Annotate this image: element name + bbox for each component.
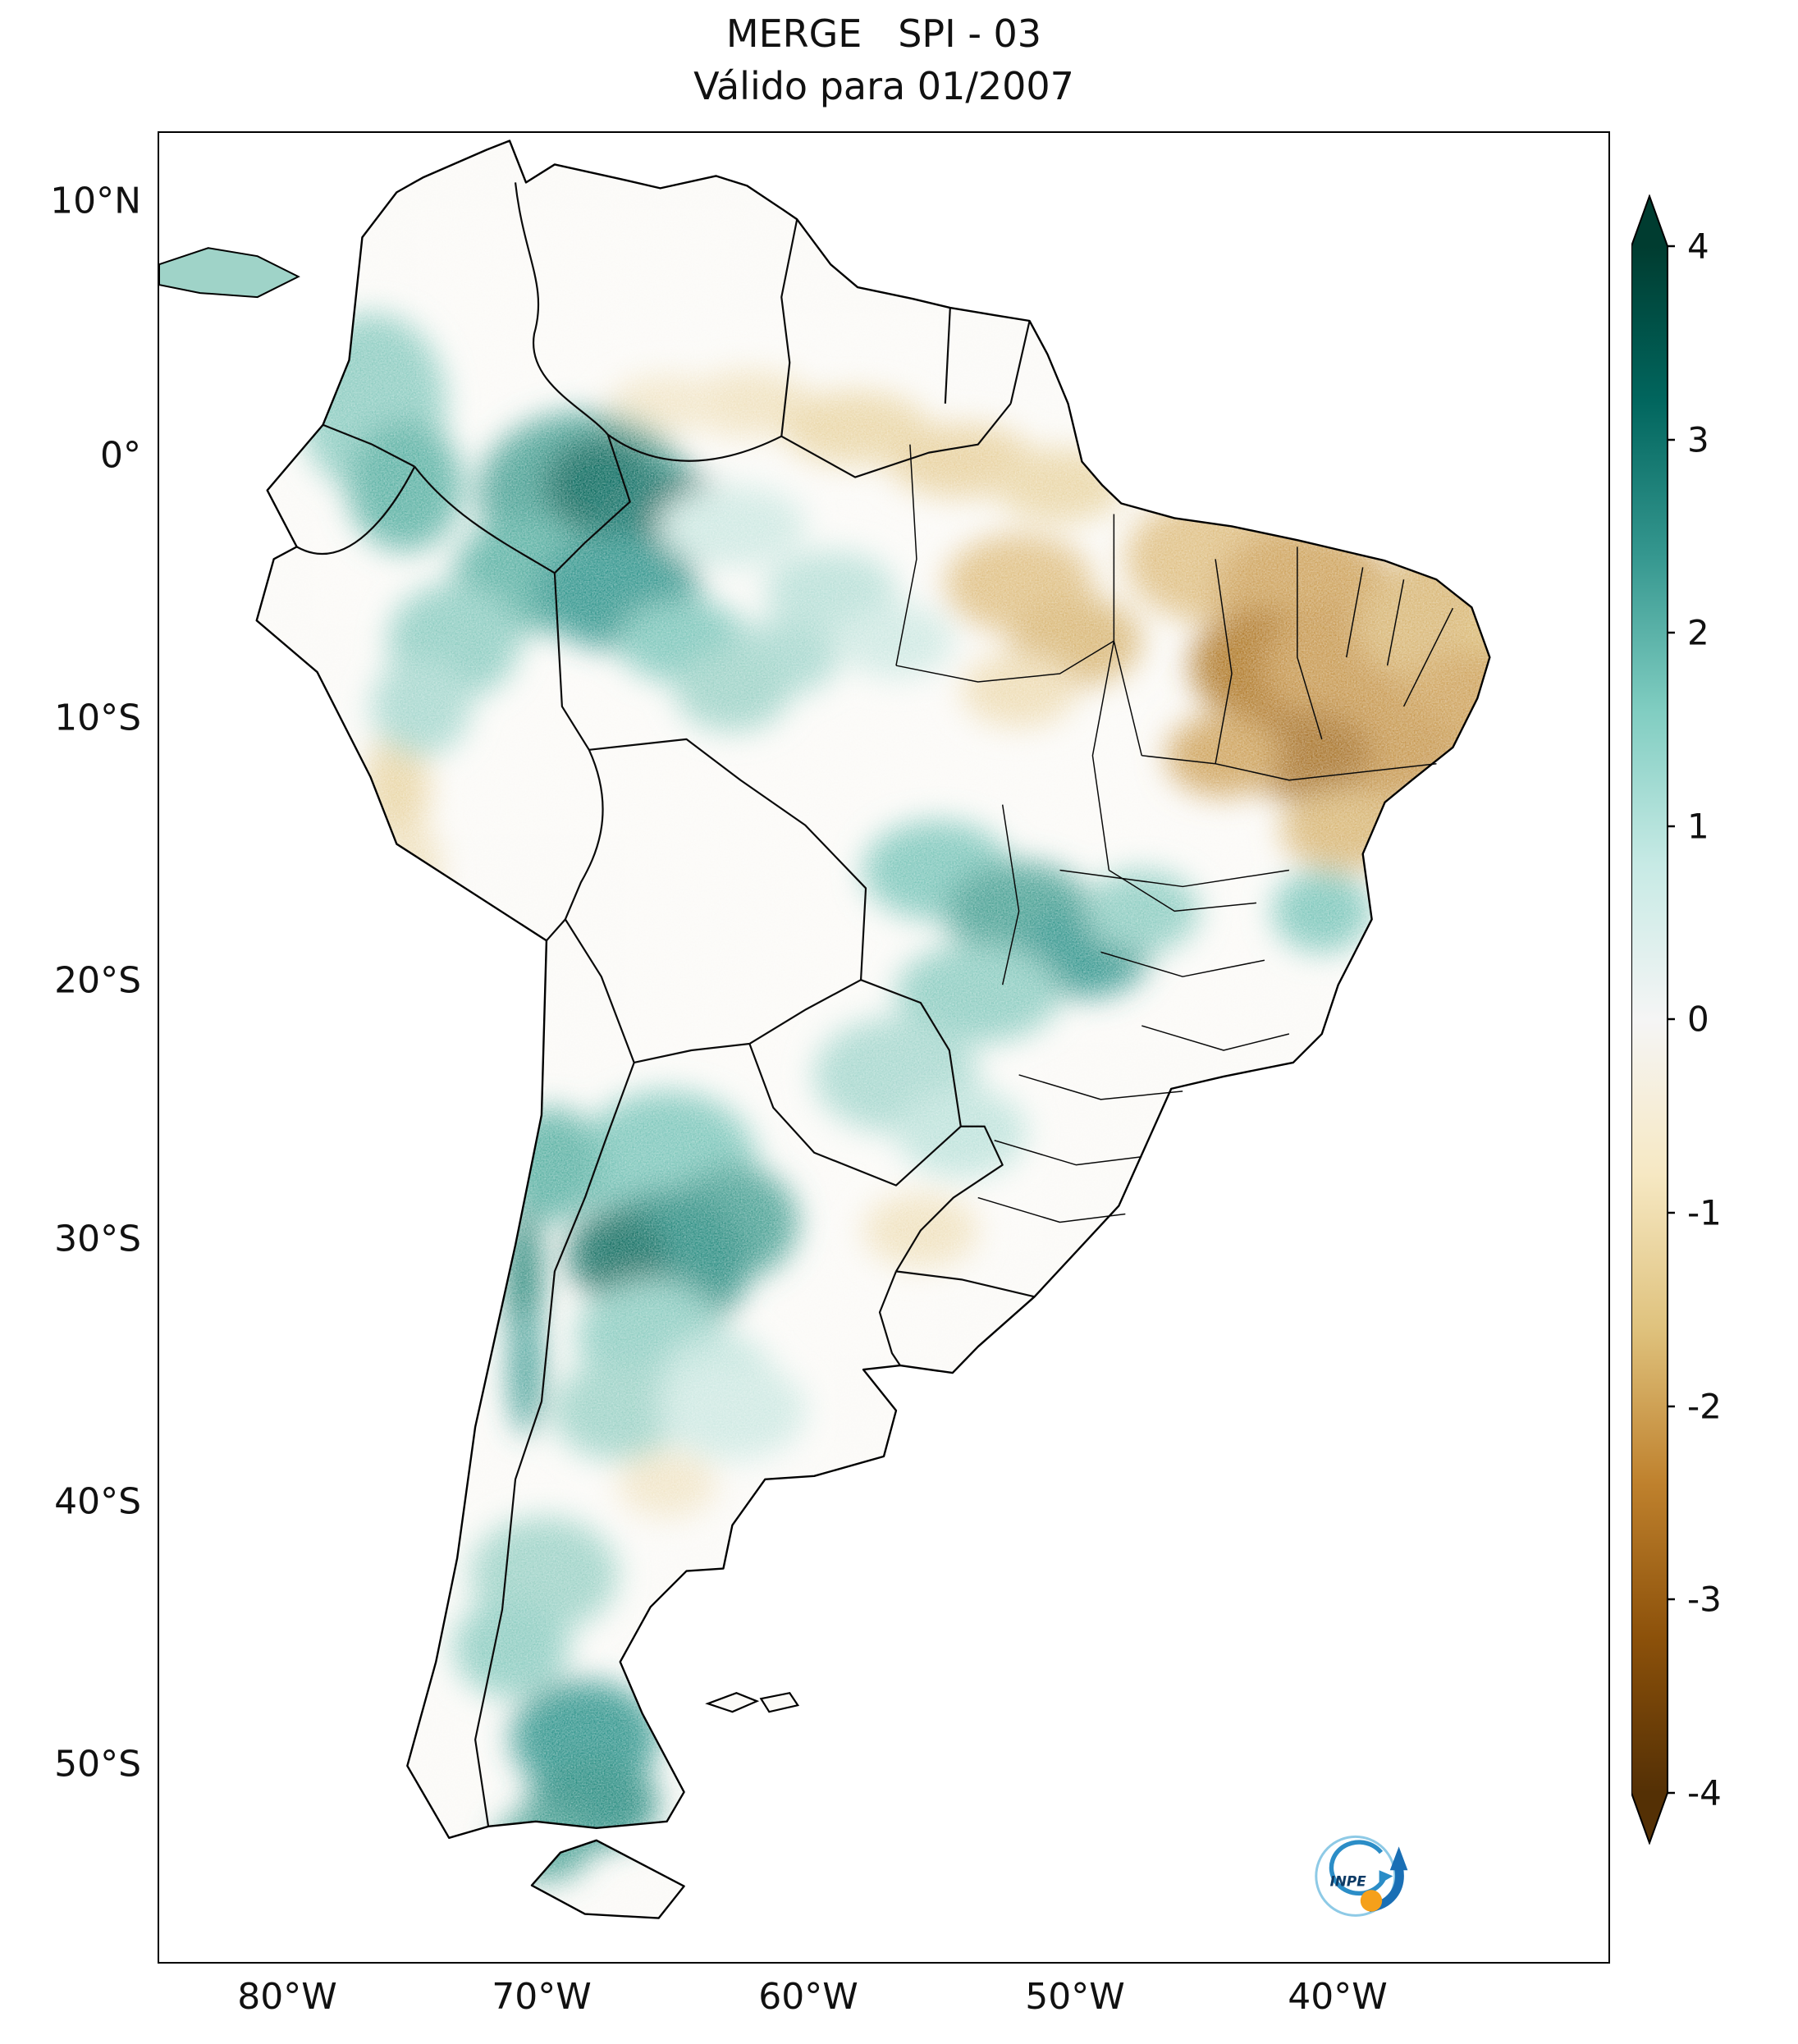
y-axis-tick: 0° (100, 434, 141, 477)
x-axis-tick: 40°W (1288, 1976, 1388, 2018)
map-panel: INPE (158, 131, 1610, 1964)
spi-raster-field (256, 140, 1490, 1918)
colorbar-tick-label: 3 (1687, 419, 1709, 460)
y-axis-tick: 20°S (54, 959, 141, 1002)
y-axis-tick: 40°S (54, 1480, 141, 1523)
y-axis-tick: 10°N (50, 180, 141, 222)
colorbar-tick-marks (1668, 245, 1675, 1795)
logo-swirl-arrowhead (1379, 1870, 1393, 1884)
colorbar-tick-label: 0 (1687, 999, 1709, 1040)
panama-sliver (159, 247, 300, 299)
x-axis-tick: 50°W (1025, 1976, 1125, 2018)
inpe-logo-graphic: INPE (1315, 1835, 1408, 1917)
colorbar-tick-label: 2 (1687, 612, 1709, 653)
chart-title: MERGE SPI - 03 (725, 11, 1042, 56)
south-america-spi-map (159, 139, 1491, 1919)
colorbar-tick-label: -1 (1687, 1192, 1722, 1233)
y-axis-tick: 10°S (54, 697, 141, 739)
country-borders (296, 182, 1035, 1827)
logo-big-arrowhead (1389, 1846, 1408, 1871)
x-axis-tick: 70°W (492, 1976, 592, 2018)
state-borders (895, 444, 1454, 1223)
x-axis-tick: 60°W (758, 1976, 858, 2018)
y-axis-tick: 30°S (54, 1218, 141, 1260)
logo-outer-ring (1315, 1835, 1397, 1917)
colorbar-tick-label: -4 (1687, 1772, 1722, 1813)
coastline (255, 139, 1491, 1919)
islands (705, 1691, 800, 1713)
colorbar-tick-label: -3 (1687, 1579, 1722, 1620)
x-axis-tick: 80°W (237, 1976, 337, 2018)
colorbar-graphic (1631, 194, 1675, 1845)
chart-subtitle: Válido para 01/2007 (693, 64, 1074, 108)
logo-text: INPE (1330, 1873, 1367, 1889)
colorbar-tick-label: -2 (1687, 1386, 1722, 1427)
logo-orange-dot (1360, 1890, 1383, 1912)
inpe-logo: INPE (1312, 1825, 1411, 1923)
colorbar-tick-label: 1 (1687, 806, 1709, 847)
colorbar-tick-label: 4 (1687, 226, 1709, 267)
colorbar (1631, 194, 1681, 1845)
y-axis-tick: 50°S (54, 1743, 141, 1786)
